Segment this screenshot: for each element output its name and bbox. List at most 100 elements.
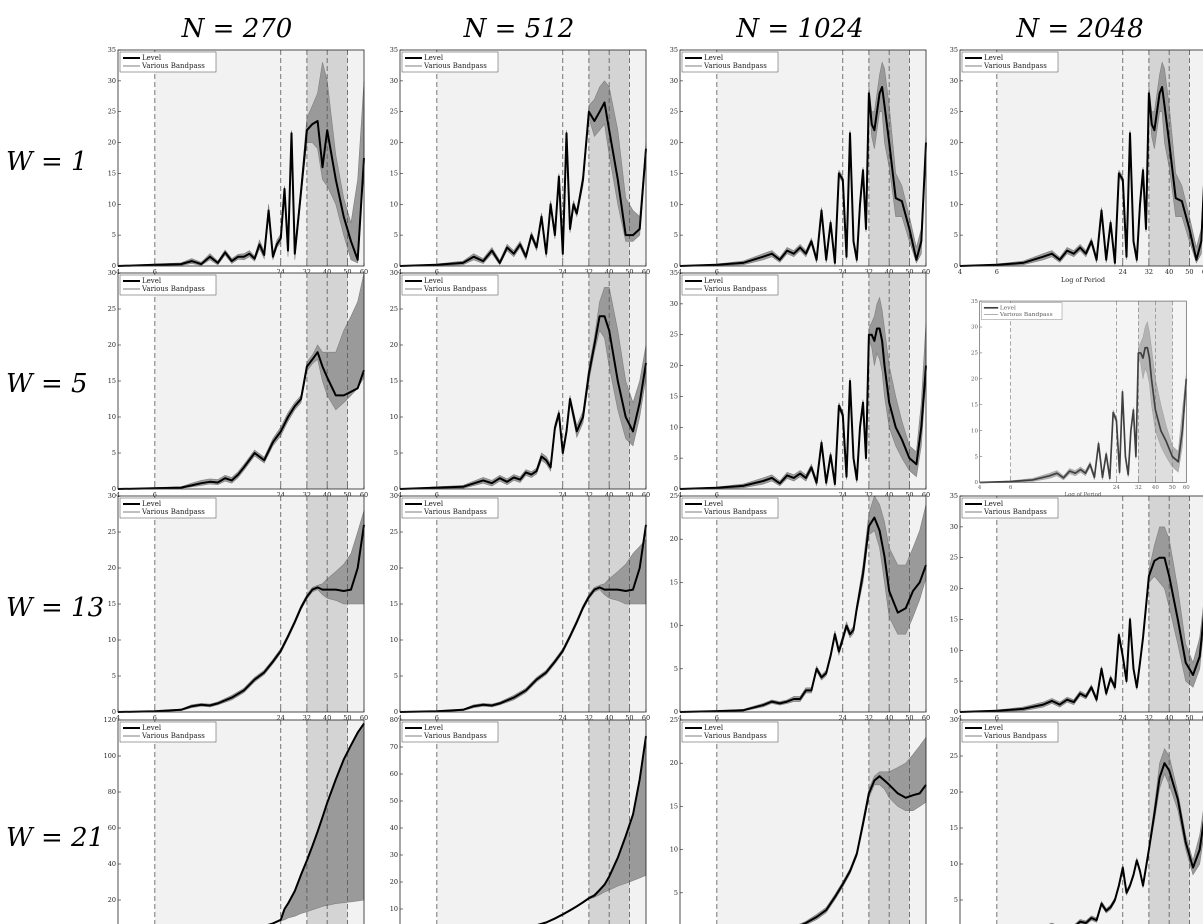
legend-label-bandpass: Various Bandpass bbox=[983, 508, 1047, 516]
y-tick-label: 5 bbox=[112, 449, 116, 457]
y-tick-label: 30 bbox=[950, 716, 958, 724]
y-tick-label: 20 bbox=[971, 377, 978, 383]
x-tick-label: 40 bbox=[605, 491, 613, 499]
level-line bbox=[959, 556, 1203, 713]
y-tick-label: 60 bbox=[390, 770, 398, 778]
x-tick-label: 32 bbox=[303, 714, 311, 722]
x-tick-label: 40 bbox=[323, 714, 331, 722]
column-titles: N = 270 N = 512 N = 1024 N = 2048 bbox=[181, 14, 1144, 44]
y-tick-label: 15 bbox=[971, 402, 978, 408]
panel-r4-c3: 0510152025462432405060Log of PeriodLevel… bbox=[670, 716, 927, 924]
y-tick-label: 30 bbox=[390, 851, 398, 859]
x-tick-label: 40 bbox=[323, 491, 331, 499]
y-tick-label: 0 bbox=[674, 262, 678, 270]
x-tick-label: 6 bbox=[715, 491, 719, 499]
legend-label-bandpass: Various Bandpass bbox=[423, 285, 487, 293]
axes-frame bbox=[679, 719, 927, 924]
panel-r4-c4: 051015202530462432405060Log of PeriodLev… bbox=[950, 716, 1203, 924]
axes-frame bbox=[399, 49, 647, 267]
legend-label-bandpass: Various Bandpass bbox=[423, 508, 487, 516]
y-tick-label: 20 bbox=[390, 341, 398, 349]
y-tick-label: 20 bbox=[108, 139, 116, 147]
legend-label-bandpass: Various Bandpass bbox=[423, 62, 487, 70]
legend-label-level: Level bbox=[704, 500, 724, 508]
x-tick-label: 4 bbox=[678, 268, 682, 276]
legend-label-level: Level bbox=[704, 724, 724, 732]
row-title-w1: W = 1 bbox=[6, 147, 88, 177]
level-line bbox=[399, 101, 647, 267]
x-tick-label: 24 bbox=[559, 491, 567, 499]
legend-label-level: Level bbox=[142, 54, 162, 62]
legend-label-level: Level bbox=[704, 277, 724, 285]
panel-r4-c2: 01020304050607080462432405060Log of Peri… bbox=[390, 716, 647, 924]
y-tick-label: 35 bbox=[670, 46, 678, 54]
x-tick-label: 50 bbox=[625, 491, 633, 499]
x-tick-label: 32 bbox=[585, 491, 593, 499]
x-axis-label: Log of Period bbox=[1065, 492, 1102, 498]
y-tick-label: 15 bbox=[390, 377, 398, 385]
y-tick-label: 20 bbox=[390, 878, 398, 886]
y-tick-label: 30 bbox=[971, 325, 978, 331]
y-tick-label: 30 bbox=[390, 269, 398, 277]
x-tick-label: 60 bbox=[642, 714, 650, 722]
legend-box bbox=[401, 274, 499, 296]
x-tick-label: 32 bbox=[865, 268, 873, 276]
x-tick-label: 6 bbox=[715, 268, 719, 276]
x-tick-label: 4 bbox=[398, 491, 402, 499]
level-line bbox=[399, 315, 647, 490]
x-tick-label: 24 bbox=[1113, 485, 1120, 491]
y-tick-label: 0 bbox=[674, 708, 678, 716]
y-tick-label: 25 bbox=[950, 554, 958, 562]
y-tick-label: 10 bbox=[390, 636, 398, 644]
y-tick-label: 5 bbox=[674, 889, 678, 897]
dark-shaded-region bbox=[868, 720, 910, 924]
x-tick-label: 32 bbox=[303, 268, 311, 276]
legend-box bbox=[119, 51, 217, 73]
y-tick-label: 5 bbox=[674, 665, 678, 673]
y-tick-label: 35 bbox=[108, 46, 116, 54]
legend-label-level: Level bbox=[1000, 305, 1016, 311]
x-tick-label: 32 bbox=[1145, 268, 1153, 276]
axes-frame bbox=[679, 272, 927, 490]
x-tick-label: 32 bbox=[303, 491, 311, 499]
y-tick-label: 25 bbox=[108, 528, 116, 536]
y-tick-label: 10 bbox=[108, 636, 116, 644]
x-tick-label: 6 bbox=[153, 491, 157, 499]
x-tick-label: 6 bbox=[153, 268, 157, 276]
x-tick-label: 60 bbox=[1183, 485, 1190, 491]
x-tick-label: 4 bbox=[678, 714, 682, 722]
y-tick-label: 20 bbox=[950, 139, 958, 147]
y-tick-label: 10 bbox=[108, 413, 116, 421]
y-tick-label: 5 bbox=[394, 449, 398, 457]
x-tick-label: 60 bbox=[642, 491, 650, 499]
legend-label-level: Level bbox=[142, 277, 162, 285]
col-title-n512: N = 512 bbox=[463, 14, 575, 44]
x-tick-label: 60 bbox=[922, 491, 930, 499]
y-tick-label: 60 bbox=[108, 824, 116, 832]
y-tick-label: 25 bbox=[950, 752, 958, 760]
y-tick-label: 20 bbox=[670, 139, 678, 147]
x-tick-label: 60 bbox=[922, 714, 930, 722]
legend-box bbox=[681, 274, 779, 296]
y-tick-label: 20 bbox=[670, 759, 678, 767]
panel-r3-c3: 0510152025462432405060Log of PeriodLevel… bbox=[670, 492, 930, 730]
x-tick-label: 40 bbox=[605, 714, 613, 722]
row-title-w13: W = 13 bbox=[6, 593, 104, 623]
x-tick-label: 4 bbox=[398, 714, 402, 722]
y-tick-label: 30 bbox=[670, 77, 678, 85]
y-tick-label: 120 bbox=[104, 716, 116, 724]
x-tick-label: 4 bbox=[958, 268, 962, 276]
y-tick-label: 15 bbox=[670, 169, 678, 177]
x-tick-label: 4 bbox=[678, 491, 682, 499]
y-tick-label: 20 bbox=[670, 535, 678, 543]
y-tick-label: 35 bbox=[670, 269, 678, 277]
x-axis-label: Log of Period bbox=[1061, 276, 1105, 284]
x-tick-label: 60 bbox=[360, 268, 368, 276]
y-tick-label: 15 bbox=[670, 392, 678, 400]
x-tick-label: 4 bbox=[958, 714, 962, 722]
x-tick-label: 40 bbox=[323, 268, 331, 276]
